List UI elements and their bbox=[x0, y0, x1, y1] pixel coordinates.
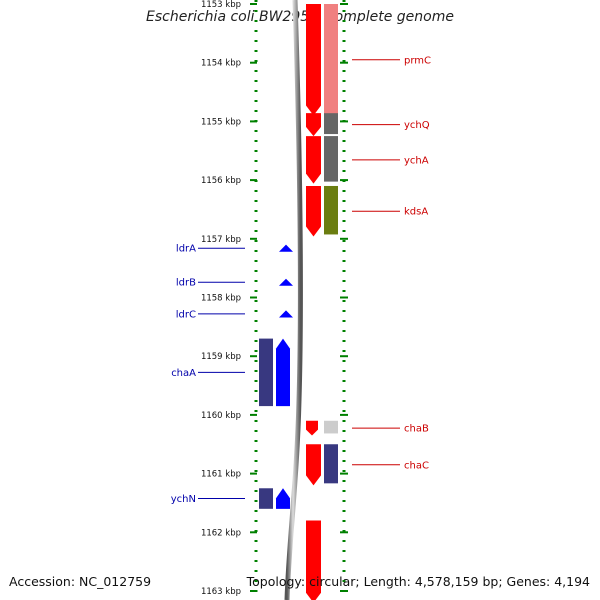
dotted-guides bbox=[254, 0, 346, 600]
kbp-tick-label: 1153 kbp bbox=[201, 0, 241, 10]
gene-arrow-kdsA bbox=[306, 185, 321, 237]
gene-label-prmC: prmC bbox=[404, 55, 431, 66]
cog-block-chaA bbox=[259, 338, 273, 407]
kbp-tick-label: 1163 kbp bbox=[201, 587, 241, 597]
gene-arrow-prmC bbox=[306, 4, 321, 116]
gene-arrow-chaA bbox=[276, 338, 290, 407]
cog-block-prmC bbox=[324, 4, 338, 114]
cog-block-chaB bbox=[324, 420, 338, 434]
gene-arrow-ychN bbox=[276, 488, 290, 509]
gene-features bbox=[259, 4, 338, 600]
cog-block-ychQ bbox=[324, 113, 338, 135]
cog-block-kdsA bbox=[324, 185, 338, 235]
gene-label-chaA: chaA bbox=[171, 368, 196, 379]
kbp-tick-label: 1162 kbp bbox=[201, 528, 241, 538]
kbp-tick-label: 1157 kbp bbox=[201, 235, 241, 245]
cog-block-ychN bbox=[259, 488, 273, 509]
gene-arrow-ldrA bbox=[279, 244, 293, 252]
kbp-tick-label: 1154 kbp bbox=[201, 59, 241, 69]
gene-label-kdsA: kdsA bbox=[404, 207, 428, 218]
cog-block-ychA bbox=[324, 136, 338, 182]
topology-text: Topology: circular; Length: 4,578,159 bp… bbox=[246, 574, 590, 589]
backbone-track bbox=[284, 0, 303, 600]
gene-arrow-chaB bbox=[306, 420, 318, 436]
gene-label-ychN: ychN bbox=[171, 494, 196, 505]
gene-label-ldrA: ldrA bbox=[176, 244, 196, 255]
kbp-tick-label: 1160 kbp bbox=[201, 411, 241, 421]
gene-label-ychA: ychA bbox=[404, 155, 429, 166]
kbp-tick-label: 1156 kbp bbox=[201, 176, 241, 186]
cog-block-chaC bbox=[324, 444, 338, 484]
kbp-tick-label: 1155 kbp bbox=[201, 117, 241, 127]
map-title: Escherichia coli BW2952, complete genome bbox=[146, 9, 454, 25]
gene-label-chaB: chaB bbox=[404, 424, 429, 435]
kbp-scale: 1153 kbp 1154 kbp 1155 kbp 1156 kbp 1157 kbp… bbox=[201, 0, 348, 597]
gene-arrow-ldrC bbox=[279, 310, 293, 318]
gene-label-ldrB: ldrB bbox=[176, 278, 196, 289]
gene-label-ychQ: ychQ bbox=[404, 120, 430, 131]
accession-text: Accession: NC_012759 bbox=[9, 574, 152, 589]
gene-arrow-ychQ bbox=[306, 113, 321, 137]
gene-labels: prmC ychQ ychA kdsA chaB chaC ldrA ldrB ldrC chaA… bbox=[171, 55, 431, 505]
gene-arrow-ldrB bbox=[279, 278, 293, 286]
gene-arrow-chaC bbox=[306, 444, 321, 486]
gene-arrow-unlabeled bbox=[306, 520, 321, 600]
kbp-tick-label: 1158 kbp bbox=[201, 294, 241, 304]
kbp-tick-label: 1161 kbp bbox=[201, 470, 241, 480]
gene-label-chaC: chaC bbox=[404, 460, 429, 471]
gene-arrow-ychA bbox=[306, 136, 321, 184]
gene-label-ldrC: ldrC bbox=[176, 309, 196, 320]
kbp-tick-label: 1159 kbp bbox=[201, 352, 241, 362]
